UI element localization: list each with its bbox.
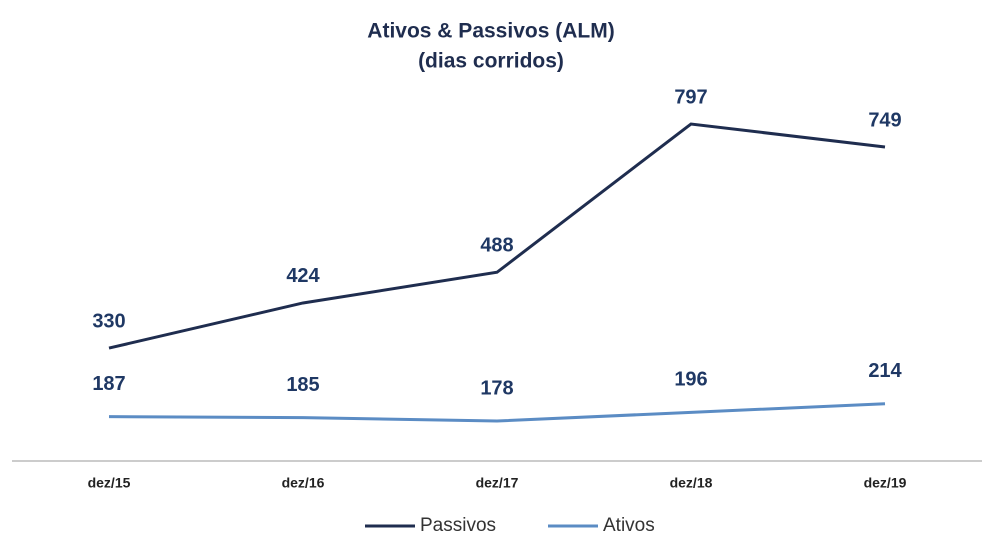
legend-label: Passivos bbox=[420, 515, 496, 533]
line-series bbox=[108, 402, 886, 423]
x-tick-label: dez/19 bbox=[864, 475, 907, 491]
data-label: 178 bbox=[480, 377, 513, 399]
chart-title: Ativos & Passivos (ALM) bbox=[367, 20, 614, 43]
data-label: 749 bbox=[868, 109, 901, 131]
data-label: 330 bbox=[92, 310, 125, 332]
x-tick-label: dez/15 bbox=[88, 475, 131, 491]
chart-subtitle: (dias corridos) bbox=[418, 50, 564, 73]
x-tick-label: dez/17 bbox=[476, 475, 519, 491]
data-label: 424 bbox=[286, 265, 320, 287]
x-tick-label: dez/18 bbox=[670, 475, 713, 491]
data-label: 214 bbox=[868, 360, 902, 382]
data-label: 488 bbox=[480, 235, 513, 257]
data-label: 196 bbox=[674, 369, 707, 391]
line-series bbox=[108, 122, 886, 350]
legend-label: Ativos bbox=[603, 515, 655, 533]
data-label: 797 bbox=[674, 86, 707, 108]
data-label: 187 bbox=[92, 373, 125, 395]
x-tick-label: dez/16 bbox=[282, 475, 325, 491]
data-label: 185 bbox=[286, 374, 319, 396]
